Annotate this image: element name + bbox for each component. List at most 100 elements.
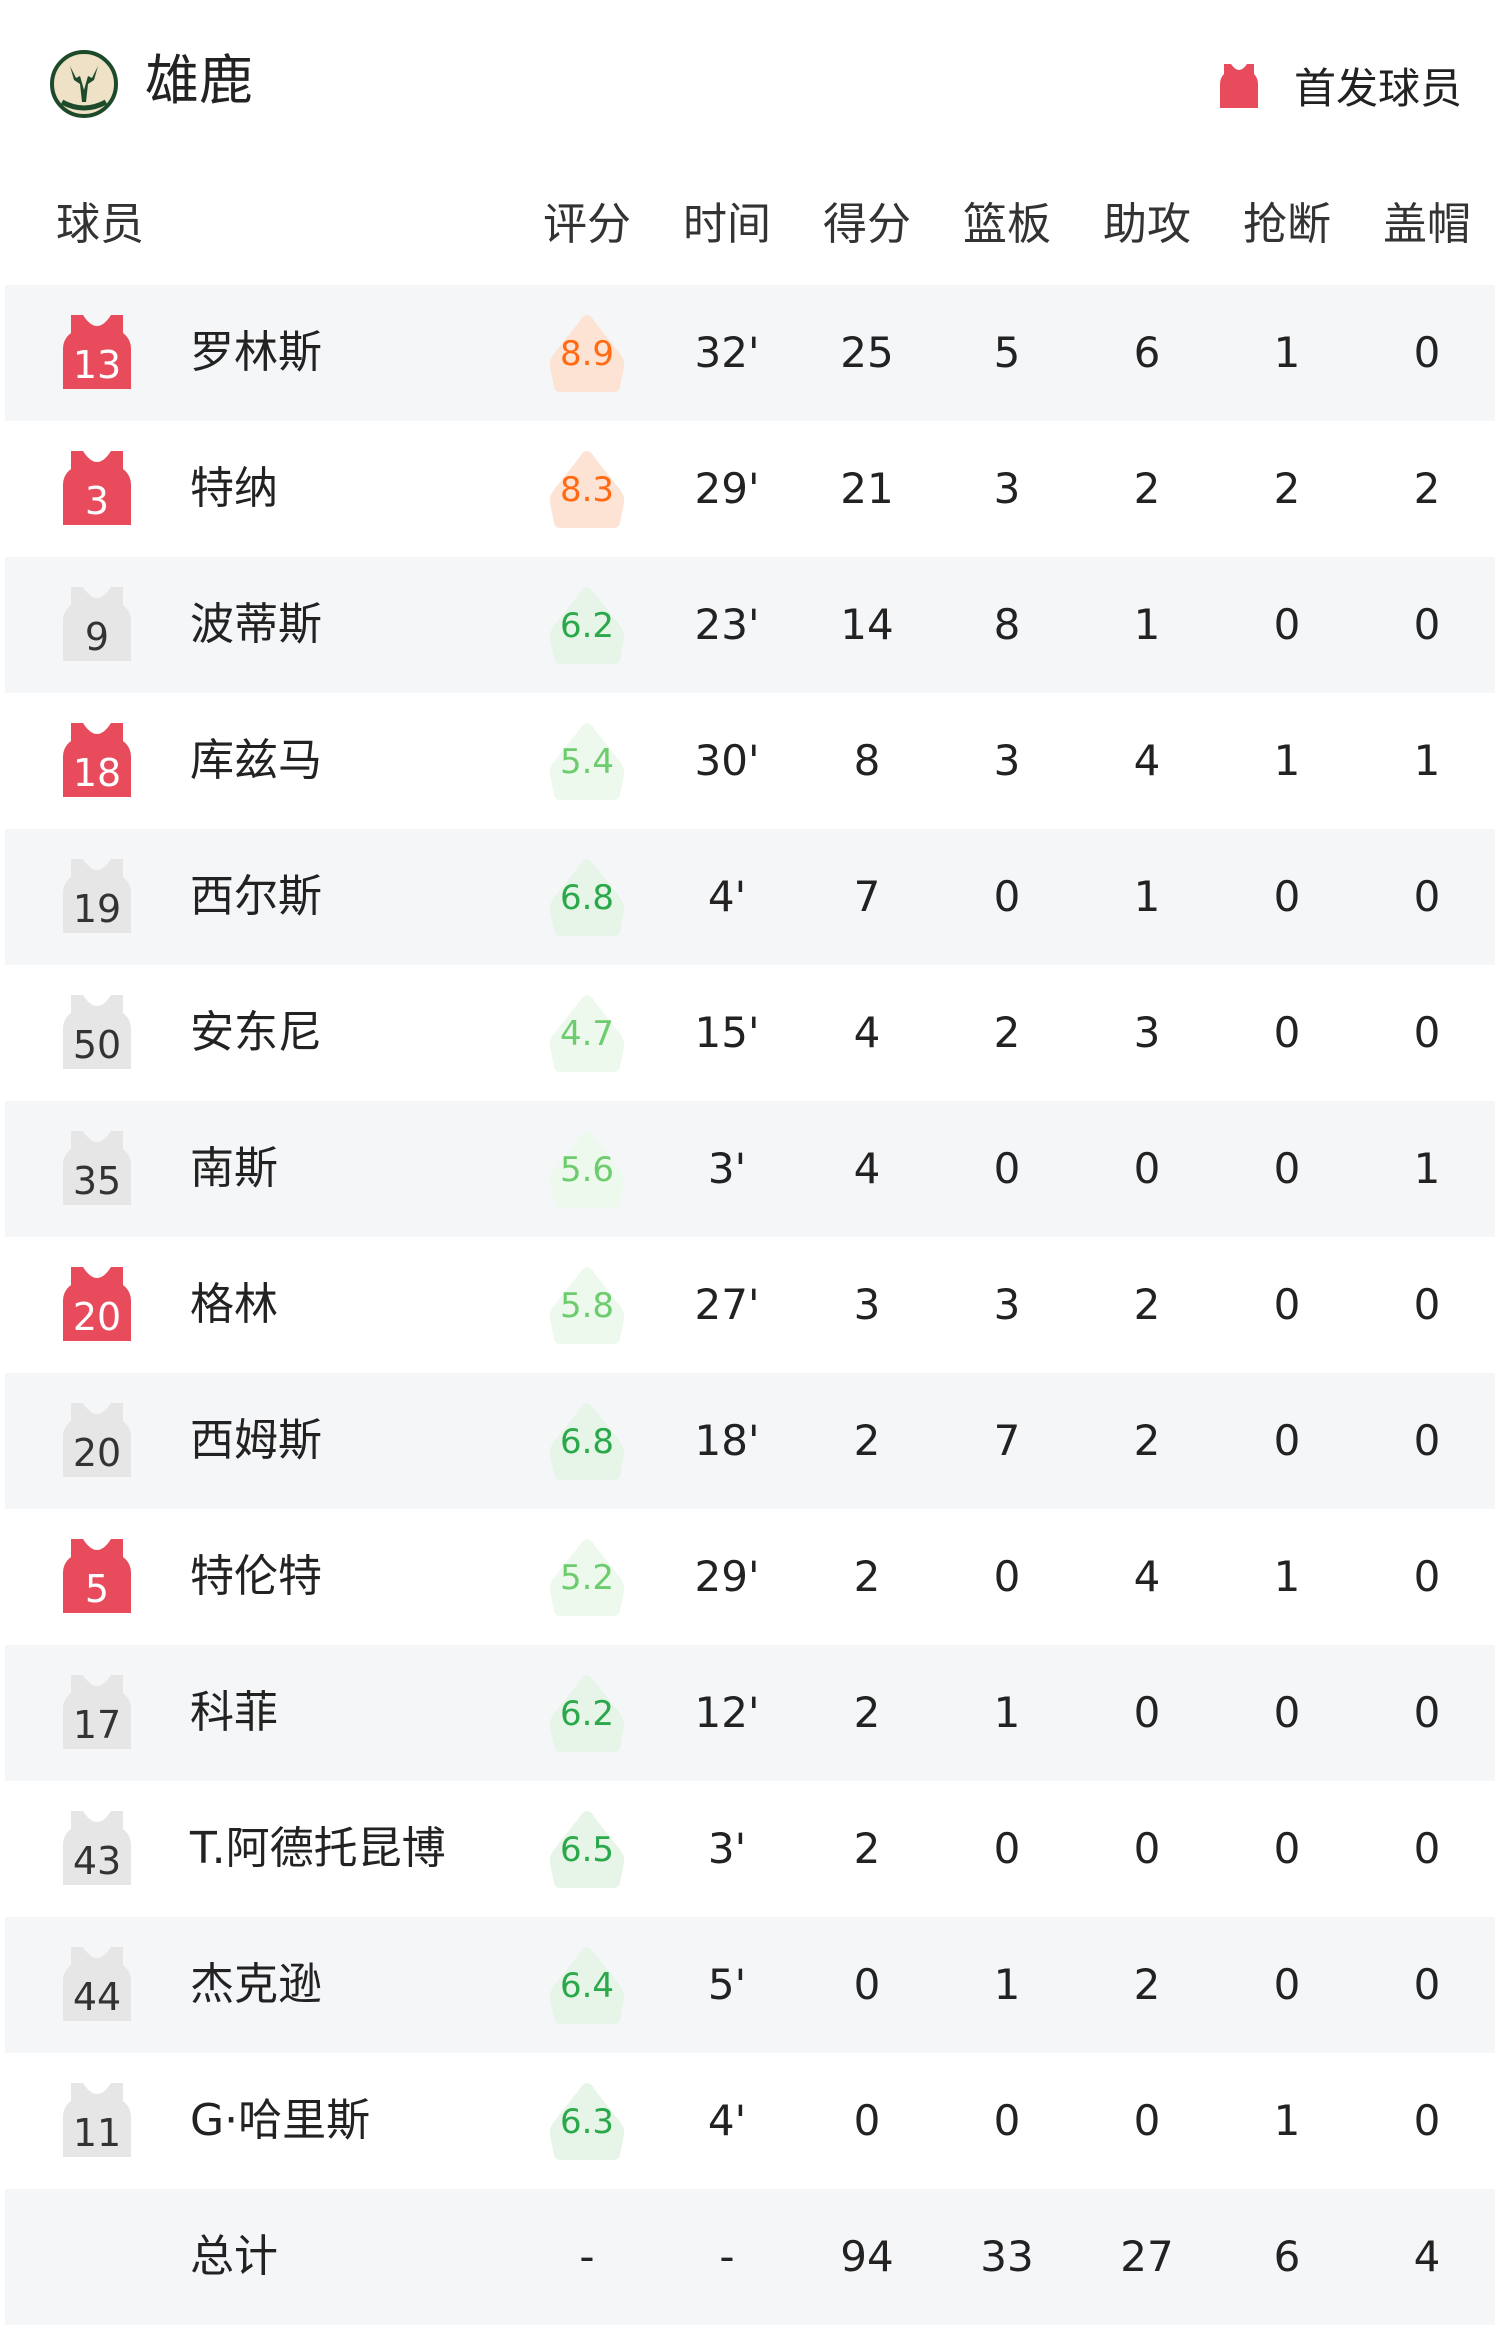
- pentagon-icon: [549, 723, 625, 800]
- table-row[interactable]: 43 T.阿德托昆博 6.5 3' 2 0 0 0 0: [5, 1781, 1495, 1917]
- stat-blk: 0: [1413, 2096, 1441, 2145]
- rating-badge: 5.8: [547, 1265, 627, 1345]
- player-name[interactable]: 安东尼: [190, 1007, 322, 1058]
- bench-jersey: 44: [61, 1947, 133, 2021]
- stat-min: 4': [707, 872, 747, 921]
- player-name[interactable]: 西姆斯: [190, 1415, 322, 1466]
- col-steals: 抢断: [1243, 199, 1331, 250]
- pentagon-icon: [549, 1947, 625, 2024]
- stat-min: 18': [694, 1416, 760, 1465]
- table-row[interactable]: 9 波蒂斯 6.2 23' 14 8 1 0 0: [5, 557, 1495, 693]
- team-name: 雄鹿: [145, 49, 253, 112]
- stat-stl: 0: [1273, 1960, 1301, 2009]
- stat-ast: 2: [1133, 1960, 1161, 2009]
- total-rating: -: [579, 2232, 595, 2281]
- table-row[interactable]: 50 安东尼 4.7 15' 4 2 3 0 0: [5, 965, 1495, 1101]
- stat-min: 27': [694, 1280, 760, 1329]
- table-row[interactable]: 5 特伦特 5.2 29' 2 0 4 1 0: [5, 1509, 1495, 1645]
- player-name[interactable]: 杰克逊: [190, 1959, 322, 2010]
- player-name[interactable]: 格林: [190, 1279, 278, 1330]
- rating-badge: 8.9: [547, 313, 627, 393]
- rating-badge: 5.2: [547, 1537, 627, 1617]
- bench-jersey: 19: [61, 859, 133, 933]
- jersey-icon: [63, 1539, 131, 1613]
- player-table: 13 罗林斯 8.9 32' 25 5 6 1 0 3 特纳 8.3 29' 21 3 2 2 2 9 …: [5, 285, 1495, 2325]
- player-name[interactable]: T.阿德托昆博: [190, 1823, 446, 1874]
- stat-min: 30': [694, 736, 760, 785]
- player-name[interactable]: 特纳: [190, 463, 278, 514]
- stat-min: 3': [707, 1144, 747, 1193]
- player-name[interactable]: 南斯: [190, 1143, 278, 1194]
- table-row[interactable]: 44 杰克逊 6.4 5' 0 1 2 0 0: [5, 1917, 1495, 2053]
- pentagon-icon: [549, 1811, 625, 1888]
- player-name[interactable]: 科菲: [190, 1687, 278, 1738]
- stat-stl: 1: [1273, 2096, 1301, 2145]
- jersey-icon: [63, 315, 131, 389]
- rating-value: 8.9: [559, 334, 615, 374]
- jersey-number: 3: [84, 479, 110, 523]
- table-row[interactable]: 20 西姆斯 6.8 18' 2 7 2 0 0: [5, 1373, 1495, 1509]
- stat-blk: 0: [1413, 1688, 1441, 1737]
- player-name[interactable]: G·哈里斯: [190, 2095, 371, 2146]
- stat-reb: 3: [993, 736, 1021, 785]
- jersey-number: 35: [72, 1159, 122, 1203]
- table-row[interactable]: 11 G·哈里斯 6.3 4' 0 0 0 1 0: [5, 2053, 1495, 2189]
- table-row[interactable]: 35 南斯 5.6 3' 4 0 0 0 1: [5, 1101, 1495, 1237]
- jersey-icon: [63, 995, 131, 1069]
- total-min: -: [719, 2232, 735, 2281]
- jersey-number: 19: [72, 887, 122, 931]
- jersey-number: 18: [72, 751, 122, 795]
- stat-reb: 0: [993, 872, 1021, 921]
- stat-reb: 8: [993, 600, 1021, 649]
- stat-ast: 1: [1133, 600, 1161, 649]
- stat-stl: 0: [1273, 872, 1301, 921]
- player-name[interactable]: 西尔斯: [190, 871, 322, 922]
- pentagon-icon: [549, 315, 625, 392]
- table-row[interactable]: 20 格林 5.8 27' 3 3 2 0 0: [5, 1237, 1495, 1373]
- stat-ast: 4: [1133, 736, 1161, 785]
- table-row[interactable]: 19 西尔斯 6.8 4' 7 0 1 0 0: [5, 829, 1495, 965]
- rating-badge: 5.4: [547, 721, 627, 801]
- jersey-number: 13: [72, 343, 122, 387]
- stat-pts: 0: [853, 2096, 881, 2145]
- table-row[interactable]: 18 库兹马 5.4 30' 8 3 4 1 1: [5, 693, 1495, 829]
- rating-badge: 6.5: [547, 1809, 627, 1889]
- bench-jersey: 50: [61, 995, 133, 1069]
- stat-blk: 0: [1413, 1552, 1441, 1601]
- jersey-number: 17: [72, 1703, 122, 1747]
- team-header: 雄鹿 首发球员: [0, 0, 1500, 165]
- stat-pts: 4: [853, 1008, 881, 1057]
- stat-blk: 0: [1413, 1960, 1441, 2009]
- jersey-number: 5: [84, 1567, 110, 1611]
- total-row: 总计 - - 94 33 27 6 4: [5, 2189, 1495, 2325]
- stat-ast: 2: [1133, 464, 1161, 513]
- stat-pts: 2: [853, 1552, 881, 1601]
- player-name[interactable]: 波蒂斯: [190, 599, 322, 650]
- bench-jersey: 43: [61, 1811, 133, 1885]
- rating-badge: 6.3: [547, 2081, 627, 2161]
- stat-stl: 0: [1273, 1824, 1301, 1873]
- stat-stl: 0: [1273, 1144, 1301, 1193]
- stat-ast: 0: [1133, 1824, 1161, 1873]
- starter-jersey: 20: [61, 1267, 133, 1341]
- total-blk: 4: [1413, 2232, 1441, 2281]
- stat-stl: 1: [1273, 736, 1301, 785]
- rating-value: 6.3: [559, 2102, 615, 2142]
- table-row[interactable]: 13 罗林斯 8.9 32' 25 5 6 1 0: [5, 285, 1495, 421]
- jersey-number: 50: [72, 1023, 122, 1067]
- stat-stl: 0: [1273, 1008, 1301, 1057]
- stat-ast: 4: [1133, 1552, 1161, 1601]
- jersey-number: 9: [84, 615, 110, 659]
- table-row[interactable]: 3 特纳 8.3 29' 21 3 2 2 2: [5, 421, 1495, 557]
- rating-value: 8.3: [559, 470, 615, 510]
- player-name[interactable]: 库兹马: [190, 735, 322, 786]
- stat-min: 23': [694, 600, 760, 649]
- player-name[interactable]: 特伦特: [190, 1551, 322, 1602]
- stat-stl: 0: [1273, 1280, 1301, 1329]
- stat-pts: 3: [853, 1280, 881, 1329]
- table-row[interactable]: 17 科菲 6.2 12' 2 1 0 0 0: [5, 1645, 1495, 1781]
- player-name[interactable]: 罗林斯: [190, 327, 322, 378]
- stat-pts: 4: [853, 1144, 881, 1193]
- stat-pts: 25: [840, 328, 894, 377]
- stat-stl: 0: [1273, 1688, 1301, 1737]
